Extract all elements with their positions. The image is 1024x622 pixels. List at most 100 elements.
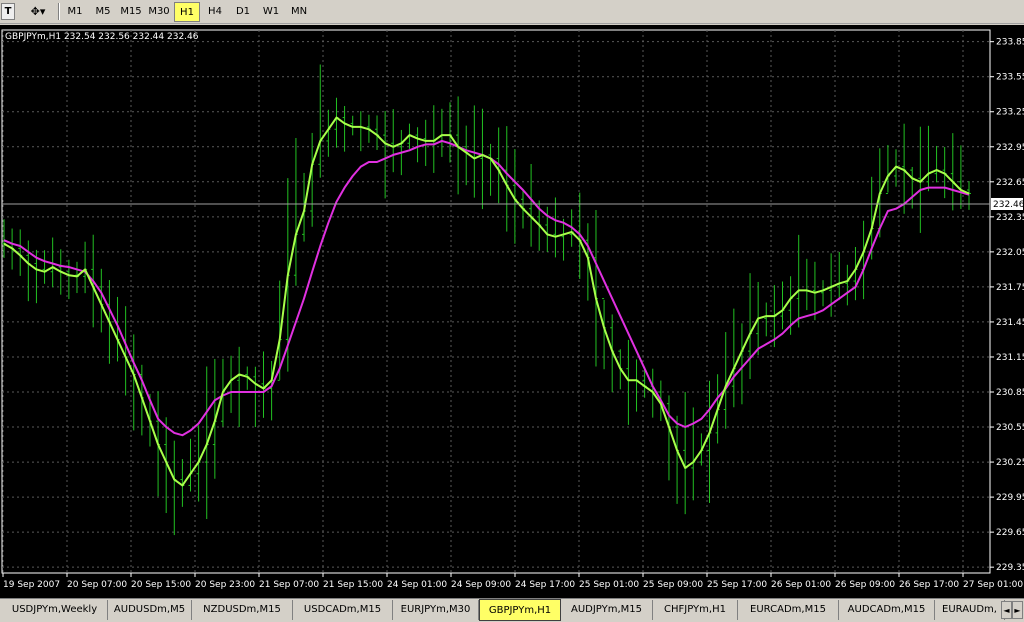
current-price-line: 232.46 [2,197,1024,210]
price-bar [723,332,728,429]
time-tick-label: 24 Sep 01:00 [387,580,447,590]
timeframe-button-m5[interactable]: M5 [95,6,111,17]
price-bar [423,119,428,166]
draw-tools-dropdown-icon[interactable]: ✥▾ [30,5,46,18]
chart-tab[interactable]: CHFJPYm,H1 [653,600,738,620]
price-bar [18,229,23,276]
price-bar [691,407,696,501]
chart-tab[interactable]: AUDCADm,M15 [839,600,935,620]
text-tool-icon[interactable]: T [1,3,15,20]
price-tick-label: 229.35 [996,563,1024,573]
time-tick-label: 26 Sep 17:00 [899,580,959,590]
price-bar [666,395,671,481]
price-tick-label: 233.55 [996,73,1024,83]
price-bar [358,111,363,152]
price-bar [504,126,509,232]
moving-averages [3,116,970,487]
chart-tab[interactable]: AUDUSDm,M5 [108,600,192,620]
timeframe-button-mn[interactable]: MN [290,6,308,17]
timeframe-button-m15[interactable]: M15 [120,6,142,17]
price-bar [229,355,234,413]
chart-tabs-bar: USDJPYm,Weekly AUDUSDm,M5 NZDUSDm,M15 USDCA… [0,598,1024,622]
price-bar [748,273,753,380]
price-tick-label: 231.15 [996,353,1024,363]
timeframe-button-m1[interactable]: M1 [67,6,83,17]
time-tick-label: 26 Sep 01:00 [771,580,831,590]
time-tick-label: 21 Sep 07:00 [259,580,319,590]
price-bar [626,339,631,425]
time-tick-label: 20 Sep 15:00 [131,580,191,590]
price-bar [26,240,31,302]
time-axis: 19 Sep 2007 20 Sep 07:00 20 Sep 15:00 20 Se… [2,573,1023,590]
price-tick-label: 233.85 [996,38,1024,48]
price-bar [683,392,688,515]
price-bar [391,109,396,173]
chart-tab[interactable]: NZDUSDm,M15 [192,600,293,620]
price-bar [172,440,177,536]
timeframe-button-w1[interactable]: W1 [262,6,280,17]
price-tick-label: 230.55 [996,423,1024,433]
time-tick-label: 27 Sep 01:00 [963,580,1023,590]
price-tick-label: 232.65 [996,178,1024,188]
price-bar [837,251,842,301]
chart-tab[interactable]: EURCADm,M15 [738,600,839,620]
price-bar [967,181,971,210]
chart-frame [1,29,991,574]
price-bar [464,125,469,186]
chart-tab[interactable]: EURJPYm,M30 [393,600,479,620]
price-chart[interactable]: 232.46 233.85 233.55 233.25 232.95 232.65 232… [0,25,1024,598]
chart-tab[interactable]: AUDJPYm,M15 [561,600,653,620]
price-bar [415,127,420,163]
price-bar [829,253,834,317]
price-bar [885,144,890,194]
price-bar [821,280,826,307]
price-tick-label: 232.95 [996,143,1024,153]
price-axis: 233.85 233.55 233.25 232.95 232.65 232.35 232.… [990,38,1024,573]
price-bar [958,145,963,209]
chart-tab[interactable]: USDCADm,M15 [293,600,393,620]
time-tick-label: 21 Sep 15:00 [323,580,383,590]
price-bar [634,359,639,412]
price-bar [488,143,493,196]
price-bar [253,366,258,428]
time-tick-label: 19 Sep 2007 [3,580,60,590]
price-tick-label: 230.85 [996,388,1024,398]
price-bar [131,334,136,431]
chart-tab[interactable]: USDJPYm,Weekly [2,600,108,620]
price-bar [926,125,931,192]
chart-tab[interactable]: EURAUDm, [935,600,1005,620]
price-bar [853,246,858,301]
price-bar [342,106,347,152]
price-bar [237,346,242,428]
time-tick-label: 26 Sep 09:00 [835,580,895,590]
price-bar [804,258,809,311]
price-bar [480,108,485,210]
price-bar [188,438,193,492]
timeframe-button-h1[interactable]: H1 [174,2,200,22]
price-bar [950,133,955,211]
tab-scroll-left-icon[interactable]: ◄ [1001,601,1012,619]
price-bar [845,264,850,306]
price-bar [934,145,939,183]
timeframe-button-m30[interactable]: M30 [148,6,170,17]
current-price-label: 232.46 [993,200,1024,210]
time-tick-label: 24 Sep 17:00 [515,580,575,590]
price-bars [2,64,971,536]
timeframe-button-h4[interactable]: H4 [208,6,222,17]
price-bar [561,218,566,261]
fast-moving-average-line [3,116,970,487]
price-tick-label: 230.25 [996,458,1024,468]
price-tick-label: 229.95 [996,493,1024,503]
price-bar [910,166,915,209]
timeframe-button-d1[interactable]: D1 [235,6,251,17]
chart-tab[interactable]: GBPJPYm,H1 [479,599,561,621]
price-bar [375,115,380,150]
price-bar [318,64,323,178]
chart-grid [1,29,991,574]
price-tick-label: 231.45 [996,318,1024,328]
price-tick-label: 231.75 [996,283,1024,293]
price-bar [707,380,712,503]
tab-scroll-right-icon[interactable]: ► [1012,601,1023,619]
price-bar [675,415,680,504]
chart-area[interactable]: 232.46 233.85 233.55 233.25 232.95 232.65 232… [0,25,1024,598]
